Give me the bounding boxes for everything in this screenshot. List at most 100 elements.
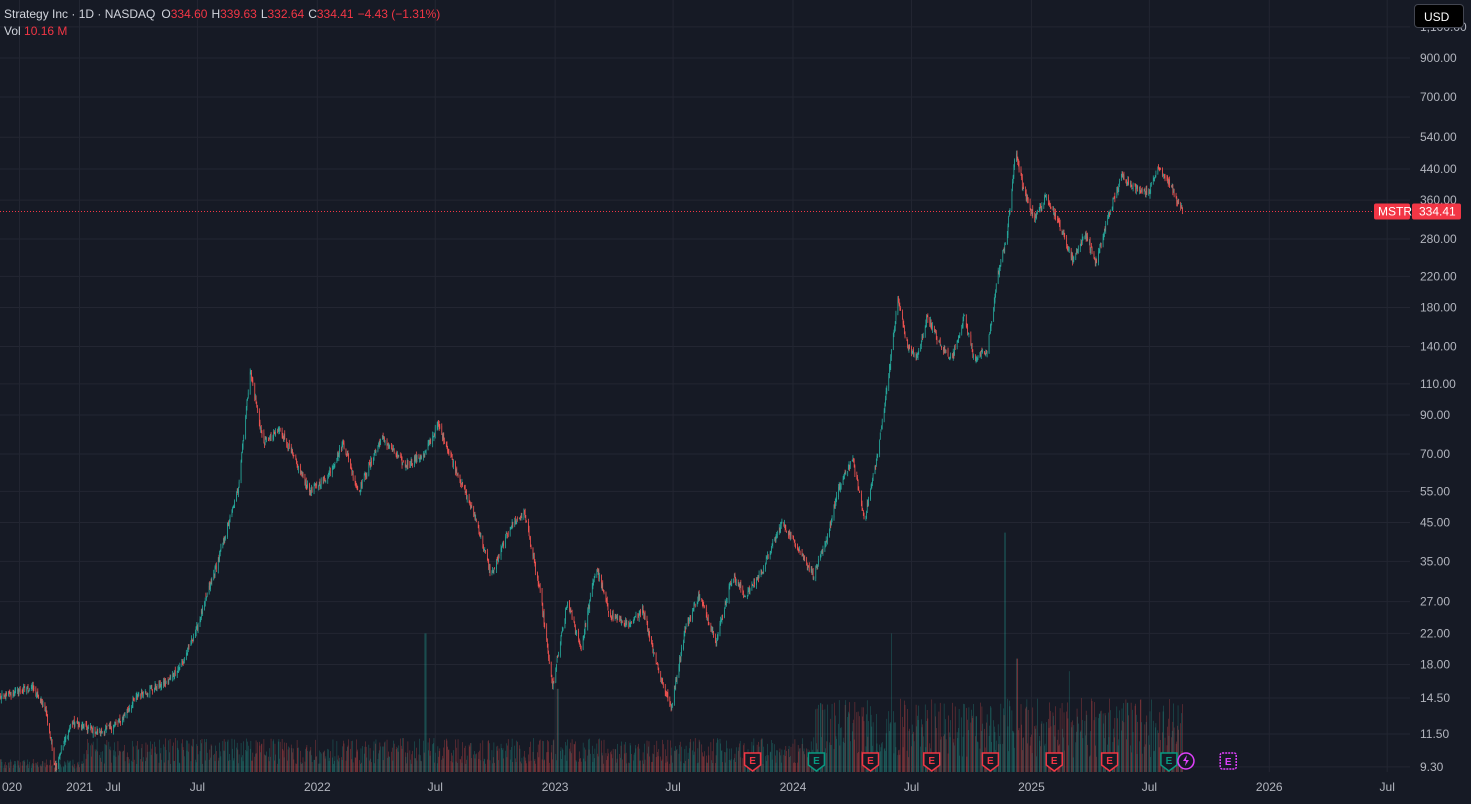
- volume-bar: [90, 756, 92, 772]
- price-tick-label: 280.00: [1420, 232, 1457, 246]
- volume-bar: [1064, 750, 1065, 772]
- volume-bar: [617, 743, 618, 772]
- volume-bar: [610, 752, 611, 772]
- volume-bar: [1037, 698, 1038, 772]
- volume-bar: [542, 740, 544, 772]
- candle-body: [343, 443, 345, 449]
- candle-body: [926, 315, 928, 317]
- volume-bar: [124, 744, 125, 772]
- volume-bar: [703, 756, 704, 772]
- volume-bar: [1130, 745, 1131, 772]
- candle-body: [771, 543, 773, 546]
- candle-body: [464, 487, 466, 494]
- candle-body: [925, 322, 927, 327]
- candle-body: [775, 539, 776, 541]
- candle-body: [295, 456, 297, 460]
- volume-bar: [155, 746, 157, 772]
- volume-bar: [993, 720, 994, 772]
- volume-bar: [446, 738, 447, 772]
- volume-bar: [31, 764, 33, 772]
- candle-body: [1044, 197, 1045, 205]
- volume-bar: [893, 711, 894, 772]
- volume-bar: [848, 713, 850, 772]
- candle-body: [363, 474, 365, 481]
- candle-body: [241, 454, 243, 461]
- volume-bar: [834, 702, 835, 772]
- candle-body: [556, 658, 558, 663]
- candle-body: [565, 609, 566, 621]
- volume-bar: [711, 751, 713, 772]
- earnings-marker[interactable]: E: [1045, 752, 1063, 772]
- earnings-marker[interactable]: E: [861, 752, 880, 772]
- volume-bar: [1023, 737, 1024, 772]
- volume-bar: [492, 763, 493, 772]
- candle-body: [427, 443, 429, 450]
- candle-body: [76, 721, 78, 723]
- volume-bar: [543, 760, 545, 772]
- volume-bar: [715, 763, 716, 772]
- symbol-title[interactable]: Strategy Inc · 1D · NASDAQ: [4, 7, 156, 21]
- candle-body: [343, 443, 344, 445]
- volume-bar: [154, 752, 156, 772]
- volume-bar: [728, 760, 730, 772]
- volume-bar: [737, 750, 739, 772]
- earnings-marker[interactable]: E: [1100, 752, 1119, 772]
- volume-bar: [88, 742, 89, 772]
- candle-body: [355, 483, 357, 485]
- candle-body: [885, 390, 887, 398]
- volume-bar: [611, 754, 613, 772]
- volume-bar: [1063, 712, 1065, 772]
- volume-bar: [213, 755, 215, 772]
- volume-bar: [274, 743, 276, 772]
- candle-body: [330, 471, 331, 473]
- volume-bar: [856, 712, 858, 772]
- candle-body: [45, 707, 46, 712]
- dividend-marker[interactable]: [1177, 752, 1195, 770]
- earnings-marker[interactable]: E: [981, 752, 1000, 772]
- earnings-marker[interactable]: E: [922, 752, 941, 772]
- candle-body: [742, 588, 744, 592]
- candle-body: [1108, 214, 1109, 217]
- volume-bar: [425, 633, 426, 772]
- candle-body: [1030, 210, 1032, 213]
- volume-bar: [333, 760, 335, 772]
- earnings-marker[interactable]: E: [1160, 752, 1178, 772]
- volume-bar: [169, 739, 171, 772]
- candle-body: [124, 714, 126, 717]
- volume-bar: [844, 742, 845, 772]
- volume-bar: [131, 740, 133, 772]
- volume-bar: [58, 768, 59, 772]
- earnings-marker[interactable]: E: [743, 752, 762, 772]
- volume-bar: [492, 757, 494, 772]
- upcoming-earnings-marker[interactable]: E: [1219, 752, 1237, 770]
- candle-body: [328, 472, 330, 473]
- candle-body: [738, 583, 740, 585]
- candle-body: [1057, 219, 1058, 220]
- earnings-marker[interactable]: E: [807, 752, 826, 772]
- candle-body: [474, 515, 475, 517]
- volume-bar: [1048, 727, 1050, 772]
- candle-body: [306, 485, 308, 489]
- currency-button[interactable]: USD: [1414, 4, 1464, 28]
- volume-bar: [420, 760, 422, 772]
- candle-body: [950, 354, 951, 359]
- candle-body: [971, 344, 972, 347]
- volume-bar: [696, 763, 698, 772]
- volume-bar: [943, 703, 945, 772]
- volume-bar: [543, 741, 544, 772]
- candle-body: [1031, 210, 1033, 215]
- candle-body: [197, 626, 198, 630]
- price-tick-label: 700.00: [1420, 90, 1457, 104]
- candle-body: [263, 433, 265, 444]
- candle-body: [634, 617, 635, 619]
- volume-bar: [843, 737, 845, 772]
- candle-body: [724, 609, 725, 618]
- candle-body: [51, 739, 53, 749]
- candle-body: [625, 621, 627, 623]
- volume-bar: [305, 747, 307, 772]
- candle-body: [858, 488, 860, 491]
- candle-body: [378, 443, 379, 447]
